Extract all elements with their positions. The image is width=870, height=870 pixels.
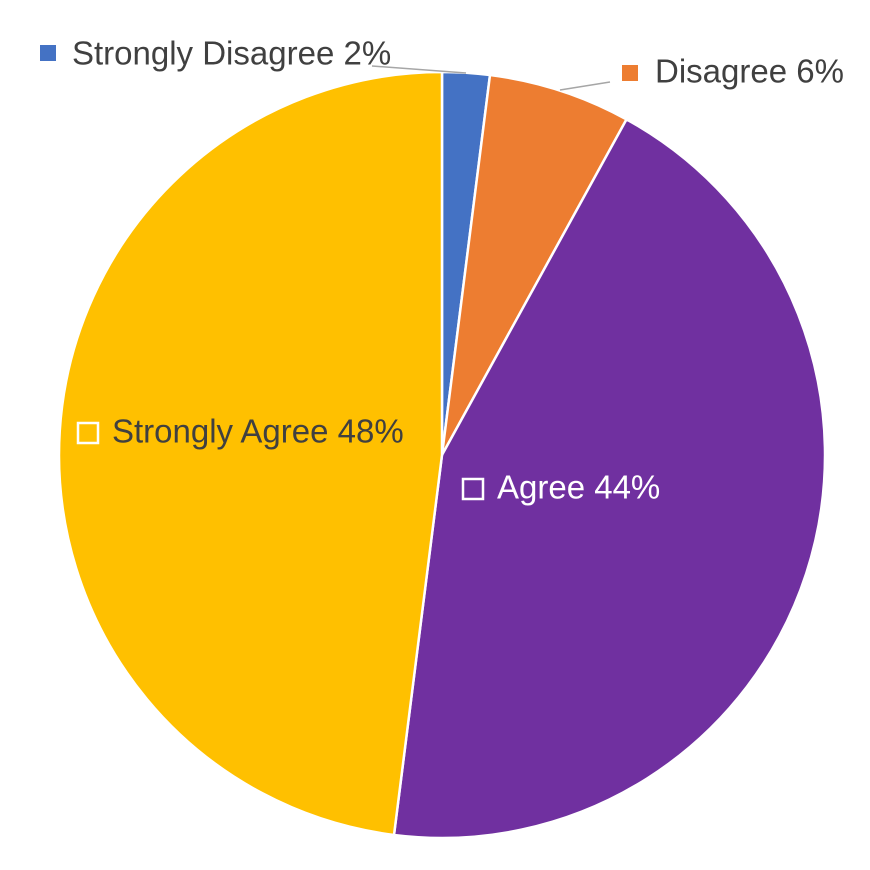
slice-agree	[392, 117, 827, 840]
data-label-agree: Agree 44%	[497, 469, 660, 506]
data-label-strongly-disagree: Strongly Disagree 2%	[72, 35, 391, 72]
legend-marker-strongly-agree	[76, 421, 100, 445]
pie-slices	[57, 70, 827, 840]
data-label-strongly-agree: Strongly Agree 48%	[112, 413, 404, 450]
leader-lines	[371, 65, 611, 91]
legend-marker-agree	[461, 477, 485, 501]
legend-marker-disagree	[622, 65, 638, 81]
legend-marker-strongly-disagree	[40, 45, 56, 61]
leader-line-strongly-disagree	[371, 65, 467, 74]
leader-line-disagree	[559, 81, 611, 91]
data-label-disagree: Disagree 6%	[655, 53, 844, 90]
slice-disagree	[440, 73, 629, 456]
data-labels: Strongly Disagree 2% Disagree 6% Agree 44%…	[40, 35, 844, 506]
slice-strongly-agree	[57, 70, 444, 837]
